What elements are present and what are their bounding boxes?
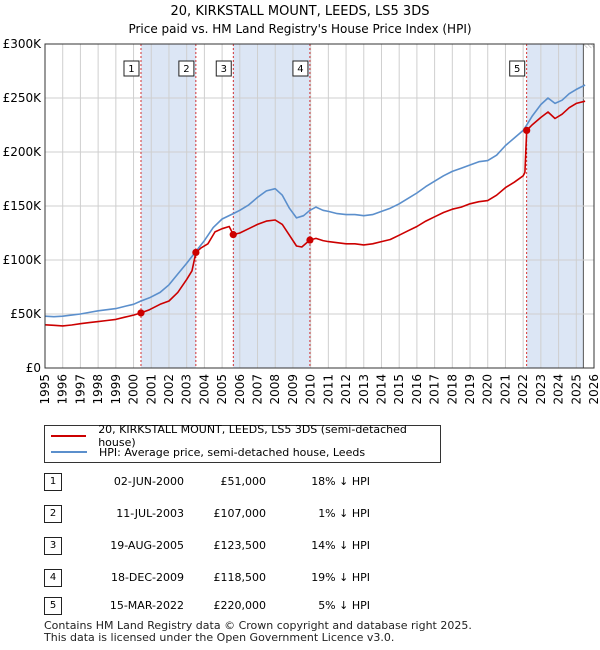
table-row: 1 02-JUN-2000 £51,000 18% ↓ HPI xyxy=(44,473,464,491)
x-tick-label: 1996 xyxy=(56,374,70,405)
table-row: 4 18-DEC-2009 £118,500 19% ↓ HPI xyxy=(44,569,464,587)
x-tick-label: 2020 xyxy=(481,374,495,405)
x-tick-label: 2009 xyxy=(286,374,300,405)
sale-label: 2 xyxy=(183,64,189,75)
x-tick-label: 2003 xyxy=(180,374,194,405)
sale-label-box xyxy=(509,60,526,77)
sale-point xyxy=(192,248,200,257)
sale-date: 15-MAR-2022 xyxy=(109,599,184,612)
legend-label-sold: 20, KIRKSTALL MOUNT, LEEDS, LS5 3DS (sem… xyxy=(98,423,407,449)
sale-label-box xyxy=(178,60,195,77)
table-row: 2 11-JUL-2003 £107,000 1% ↓ HPI xyxy=(44,505,464,523)
x-tick-label: 1995 xyxy=(38,374,52,405)
chart-title: 20, KIRKSTALL MOUNT, LEEDS, LS5 3DS xyxy=(171,4,430,19)
x-tick-label: 2012 xyxy=(339,374,353,405)
x-tick-label: 2017 xyxy=(428,374,442,405)
footer: Contains HM Land Registry data © Crown c… xyxy=(44,620,472,644)
sale-label-box xyxy=(215,60,232,77)
y-tick-label: £250K xyxy=(3,91,43,105)
x-tick-label: 2008 xyxy=(268,374,282,405)
x-tick-label: 2014 xyxy=(374,374,388,405)
sale-date: 11-JUL-2003 xyxy=(116,507,184,520)
sale-point xyxy=(137,309,145,317)
sale-marker-box: 1 xyxy=(44,473,62,491)
sale-marker-box: 5 xyxy=(44,597,62,615)
plot-area: 1 2 3 4 5 £0 £50K £100K £150K £200K £250K £300K 1995… xyxy=(3,37,600,405)
x-tick-label: 2007 xyxy=(251,374,265,405)
sale-label: 4 xyxy=(297,64,303,75)
x-tick-label: 2013 xyxy=(357,374,371,405)
sale-date: 18-DEC-2009 xyxy=(110,571,184,584)
sale-label: 5 xyxy=(514,64,520,75)
legend-swatch-sold xyxy=(51,435,87,437)
sale-price: £107,000 xyxy=(213,507,267,520)
x-tick-label: 2021 xyxy=(498,374,512,405)
sale-price: £220,000 xyxy=(213,599,267,612)
footer-copyright: Contains HM Land Registry data © Crown c… xyxy=(44,619,472,632)
x-tick-label: 2019 xyxy=(463,374,477,405)
x-tick-label: 2000 xyxy=(127,374,141,405)
x-tick-label: 1998 xyxy=(91,374,105,405)
sale-price: £51,000 xyxy=(220,475,267,488)
x-tick-label: 2023 xyxy=(534,374,548,405)
x-tick-label: 2026 xyxy=(587,374,600,405)
legend: 20, KIRKSTALL MOUNT, LEEDS, LS5 3DS (sem… xyxy=(44,423,441,463)
legend-label-hpi: HPI: Average price, semi-detached house,… xyxy=(99,445,366,459)
x-tick-label: 2002 xyxy=(162,374,176,405)
sale-marker-box: 3 xyxy=(44,537,62,555)
legend-swatch-hpi xyxy=(51,451,87,453)
sale-hpi-diff: 18% ↓ HPI xyxy=(311,475,370,488)
sale-marker-box: 4 xyxy=(44,569,62,587)
table-row: 5 15-MAR-2022 £220,000 5% ↓ HPI xyxy=(44,597,464,615)
sale-hpi-diff: 1% ↓ HPI xyxy=(318,507,370,520)
future-hatch xyxy=(583,43,588,49)
price-chart: 20, KIRKSTALL MOUNT, LEEDS, LS5 3DS Pric… xyxy=(3,4,600,405)
x-tick-label: 2006 xyxy=(233,374,247,405)
x-tick-label: 2016 xyxy=(410,374,424,405)
x-tick-label: 2004 xyxy=(197,374,211,405)
sale-price: £118,500 xyxy=(213,571,267,584)
x-tick-label: 2001 xyxy=(144,374,158,405)
sale-label-box xyxy=(123,60,140,77)
y-tick-label: £150K xyxy=(3,199,43,213)
sale-price: £123,500 xyxy=(213,539,267,552)
x-tick-label: 1997 xyxy=(73,374,87,405)
x-tick-label: 2015 xyxy=(392,374,406,405)
series-line-hpi xyxy=(44,84,586,318)
y-tick-label: £200K xyxy=(3,145,43,159)
sale-label: 3 xyxy=(221,64,227,75)
x-tick-label: 2005 xyxy=(215,374,229,405)
x-tick-label: 2010 xyxy=(304,374,318,405)
sale-point xyxy=(523,126,531,134)
future-hatch xyxy=(587,43,592,49)
chart-subtitle: Price paid vs. HM Land Registry's House … xyxy=(128,22,471,36)
y-tick-label: £50K xyxy=(10,307,42,321)
legend-item-sold: 20, KIRKSTALL MOUNT, LEEDS, LS5 3DS (sem… xyxy=(51,423,440,449)
sale-point xyxy=(306,236,314,244)
plot-border xyxy=(44,43,595,369)
sale-marker-box: 2 xyxy=(44,505,62,523)
sale-hpi-diff: 14% ↓ HPI xyxy=(311,539,370,552)
sale-date: 02-JUN-2000 xyxy=(113,475,184,488)
y-tick-label: £100K xyxy=(3,253,43,267)
y-tick-label: £300K xyxy=(3,37,43,51)
x-tick-label: 2022 xyxy=(516,374,530,405)
x-tick-label: 2018 xyxy=(445,374,459,405)
sale-point xyxy=(229,231,237,239)
sale-date: 19-AUG-2005 xyxy=(110,539,184,552)
y-tick-label: £0 xyxy=(26,361,41,375)
sale-hpi-diff: 19% ↓ HPI xyxy=(311,571,370,584)
table-row: 3 19-AUG-2005 £123,500 14% ↓ HPI xyxy=(44,537,464,555)
sale-label: 1 xyxy=(128,64,134,75)
legend-item-hpi: HPI: Average price, semi-detached house,… xyxy=(51,444,365,460)
sale-hpi-diff: 5% ↓ HPI xyxy=(318,599,370,612)
x-tick-label: 1999 xyxy=(109,374,123,405)
sale-label-box xyxy=(292,60,309,77)
x-tick-label: 2025 xyxy=(569,374,583,405)
footer-licence: This data is licensed under the Open Gov… xyxy=(44,631,395,644)
x-tick-label: 2011 xyxy=(321,374,335,405)
x-tick-label: 2024 xyxy=(552,374,566,405)
